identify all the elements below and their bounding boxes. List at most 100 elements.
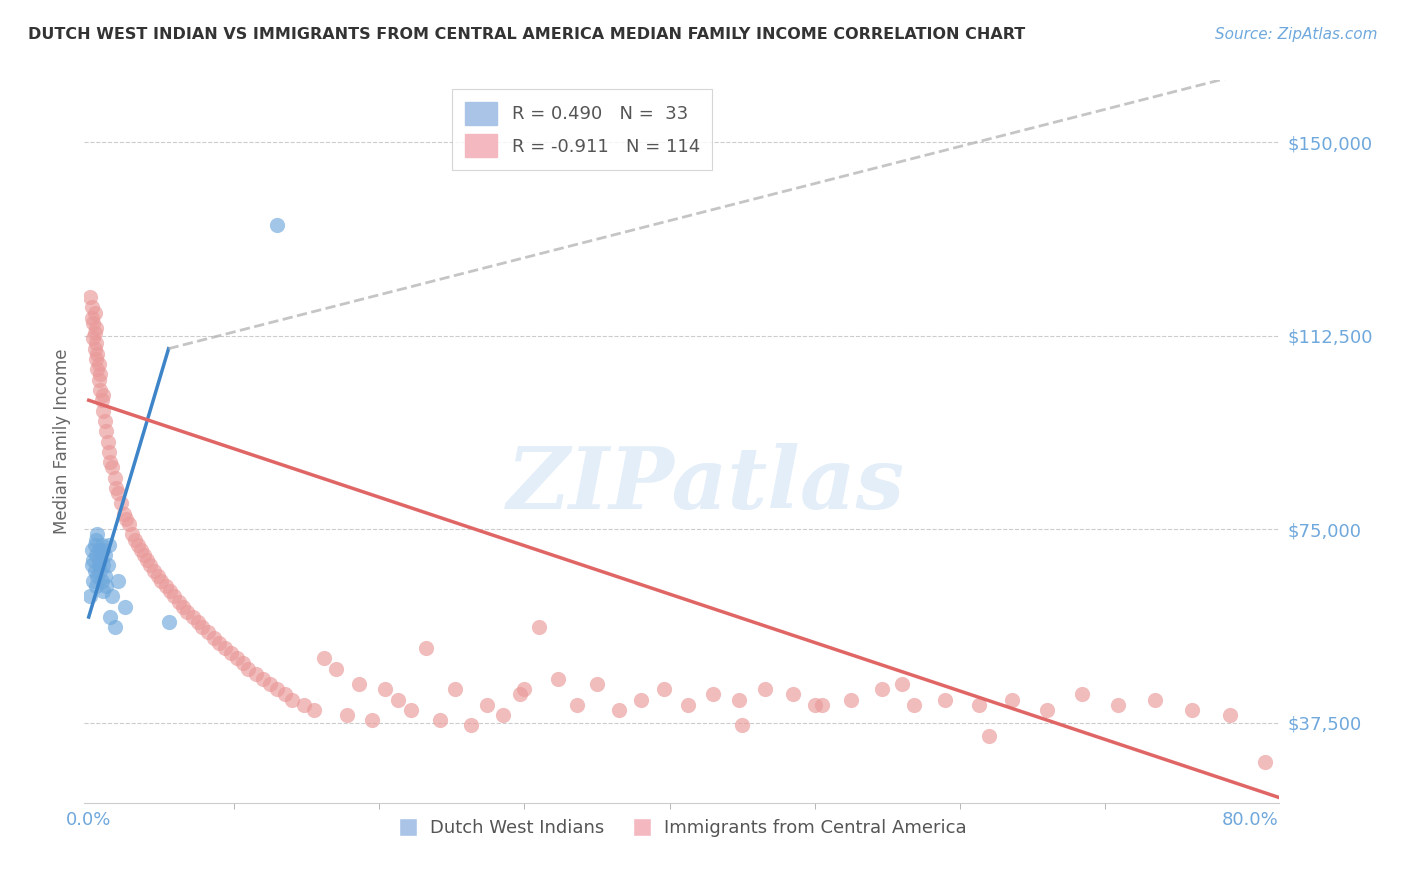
- Point: [129, 542, 152, 557]
- Point: [678, 698, 700, 712]
- Point: [157, 615, 180, 630]
- Point: [903, 698, 925, 712]
- Point: [112, 507, 135, 521]
- Point: [97, 558, 120, 573]
- Point: [527, 620, 550, 634]
- Point: [91, 403, 114, 417]
- Point: [630, 692, 652, 706]
- Point: [79, 290, 101, 304]
- Point: [83, 342, 105, 356]
- Point: [80, 558, 103, 573]
- Point: [1107, 698, 1129, 712]
- Point: [80, 310, 103, 325]
- Point: [429, 713, 451, 727]
- Point: [98, 538, 121, 552]
- Point: [259, 677, 281, 691]
- Point: [208, 636, 231, 650]
- Point: [97, 434, 120, 449]
- Point: [90, 574, 112, 588]
- Point: [172, 599, 194, 614]
- Point: [967, 698, 990, 712]
- Point: [89, 553, 111, 567]
- Point: [302, 703, 325, 717]
- Point: [1219, 708, 1241, 723]
- Point: [93, 548, 115, 562]
- Point: [266, 218, 288, 232]
- Point: [374, 682, 396, 697]
- Point: [101, 590, 124, 604]
- Point: [252, 672, 274, 686]
- Point: [91, 542, 114, 557]
- Point: [312, 651, 335, 665]
- Point: [159, 584, 181, 599]
- Point: [84, 321, 107, 335]
- Point: [155, 579, 177, 593]
- Point: [728, 692, 751, 706]
- Point: [98, 445, 121, 459]
- Point: [281, 692, 304, 706]
- Point: [870, 682, 893, 697]
- Text: Source: ZipAtlas.com: Source: ZipAtlas.com: [1215, 27, 1378, 42]
- Point: [91, 388, 114, 402]
- Point: [83, 538, 105, 552]
- Point: [1001, 692, 1024, 706]
- Y-axis label: Median Family Income: Median Family Income: [53, 349, 72, 534]
- Point: [150, 574, 173, 588]
- Point: [415, 640, 437, 655]
- Point: [89, 368, 111, 382]
- Point: [124, 533, 146, 547]
- Point: [84, 548, 107, 562]
- Point: [1036, 703, 1059, 717]
- Point: [1143, 692, 1166, 706]
- Point: [292, 698, 315, 712]
- Point: [325, 662, 347, 676]
- Point: [804, 698, 827, 712]
- Point: [110, 496, 132, 510]
- Point: [1254, 755, 1277, 769]
- Point: [607, 703, 630, 717]
- Point: [82, 331, 104, 345]
- Point: [274, 687, 297, 701]
- Point: [87, 558, 110, 573]
- Point: [90, 538, 112, 552]
- Point: [94, 424, 117, 438]
- Point: [104, 620, 127, 634]
- Point: [754, 682, 776, 697]
- Point: [782, 687, 804, 701]
- Point: [191, 620, 214, 634]
- Point: [565, 698, 588, 712]
- Point: [100, 455, 122, 469]
- Point: [80, 542, 103, 557]
- Point: [652, 682, 675, 697]
- Point: [94, 579, 117, 593]
- Point: [509, 687, 531, 701]
- Point: [114, 599, 136, 614]
- Point: [387, 692, 409, 706]
- Point: [86, 527, 108, 541]
- Point: [266, 682, 288, 697]
- Point: [101, 460, 124, 475]
- Point: [187, 615, 209, 630]
- Point: [107, 574, 129, 588]
- Point: [86, 568, 108, 582]
- Point: [100, 610, 122, 624]
- Text: ZIPatlas: ZIPatlas: [506, 443, 905, 526]
- Point: [83, 305, 105, 319]
- Point: [104, 471, 127, 485]
- Point: [118, 517, 141, 532]
- Point: [121, 527, 143, 541]
- Point: [132, 548, 155, 562]
- Point: [1181, 703, 1204, 717]
- Point: [347, 677, 370, 691]
- Point: [138, 558, 160, 573]
- Point: [82, 316, 104, 330]
- Point: [513, 682, 536, 697]
- Point: [79, 590, 101, 604]
- Point: [443, 682, 465, 697]
- Point: [84, 336, 107, 351]
- Point: [82, 553, 104, 567]
- Point: [89, 383, 111, 397]
- Point: [181, 610, 204, 624]
- Point: [202, 631, 225, 645]
- Point: [839, 692, 862, 706]
